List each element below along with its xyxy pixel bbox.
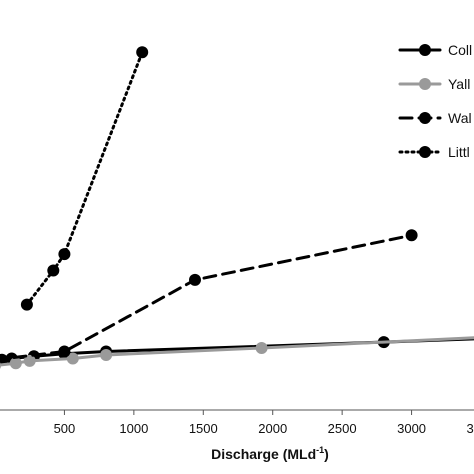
data-point-yall-2 — [23, 354, 36, 367]
x-tick-label: 3500 — [467, 421, 474, 436]
data-point-wal-0 — [0, 356, 1, 364]
data-point-wal-1 — [58, 345, 71, 358]
x-tick-label: 2500 — [328, 421, 357, 436]
series-layer — [0, 46, 474, 370]
legend-entry-littl: Littl — [398, 144, 470, 160]
series-line-wal — [0, 233, 414, 361]
legend-entry-wal: Wal — [398, 110, 472, 126]
data-point-yall-3 — [66, 352, 79, 365]
data-point-yall-4 — [100, 349, 113, 361]
legend-label: Coll — [448, 42, 472, 58]
x-tick-label: 2000 — [258, 421, 287, 436]
data-point-littl-2 — [58, 248, 71, 261]
series-yall — [0, 336, 474, 370]
data-point-littl-0 — [20, 298, 33, 311]
data-point-yall-0 — [0, 362, 1, 369]
series-littl — [20, 46, 149, 311]
legend-entry-coll: Coll — [398, 42, 472, 58]
x-axis-title-superscript: -1 — [316, 445, 324, 455]
data-point-littl-1 — [47, 264, 60, 277]
legend-label: Yall — [448, 76, 470, 92]
legend: Coll Yall Wal Littl — [398, 42, 472, 160]
x-axis-title: Discharge (MLd-1) — [211, 445, 329, 462]
legend-marker — [419, 44, 431, 56]
x-tick-label: 1000 — [119, 421, 148, 436]
legend-entry-yall: Yall — [398, 76, 470, 92]
x-tick-label: 1500 — [189, 421, 218, 436]
x-tick-label: 3000 — [397, 421, 426, 436]
legend-marker — [419, 146, 431, 158]
legend-label: Littl — [448, 144, 470, 160]
series-wal — [0, 229, 418, 364]
data-point-wal-3 — [405, 229, 418, 242]
data-point-yall-1 — [9, 357, 22, 370]
legend-marker — [419, 112, 431, 124]
legend-marker — [419, 78, 431, 90]
legend-label: Wal — [448, 110, 472, 126]
data-point-yall-5 — [255, 342, 268, 354]
x-tick-layer: 0500100015002000250030003500 — [54, 410, 474, 436]
x-axis-title-close: ) — [324, 446, 329, 462]
series-line-littl — [25, 50, 144, 307]
x-axis-title-main: Discharge (MLd — [211, 446, 316, 462]
data-point-littl-3 — [136, 46, 149, 59]
x-tick-label: 500 — [54, 421, 76, 436]
data-point-wal-2 — [189, 273, 201, 286]
